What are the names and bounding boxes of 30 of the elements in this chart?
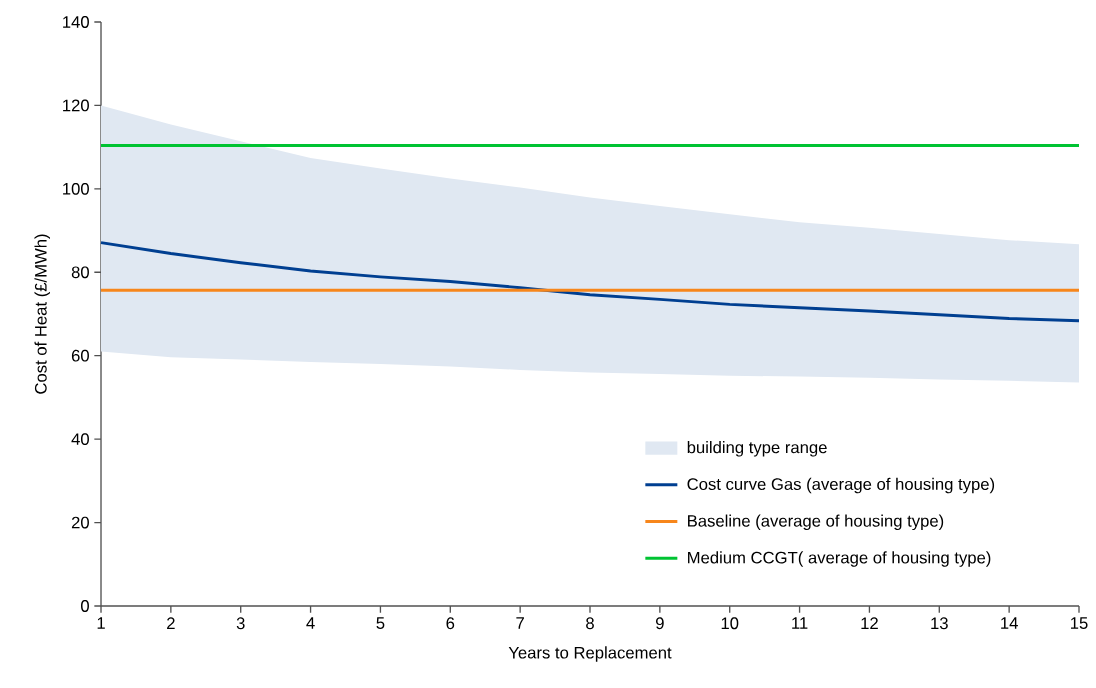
x-tick-label: 10 [721, 617, 739, 630]
x-axis-title: Years to Replacement [508, 646, 672, 662]
line-series [99, 241, 1081, 323]
x-tick-label: 5 [376, 617, 385, 629]
y-tick-label: 40 [71, 433, 89, 446]
x-tick-label: 12 [861, 617, 878, 629]
y-axis-title: Cost of Heat (£/MWh) [34, 234, 50, 394]
y-tick-label: 120 [63, 99, 89, 112]
y-tick-label: 60 [71, 349, 89, 362]
legend-label: Medium CCGT( average of housing type) [688, 551, 991, 567]
legend-label: Cost curve Gas (average of housing type) [687, 477, 995, 494]
x-tick-label: 4 [306, 617, 315, 629]
x-tick-label: 3 [236, 617, 245, 630]
x-tick-label: 8 [586, 617, 594, 630]
y-tick-label: 140 [63, 16, 89, 28]
x-tick-label: 6 [446, 617, 455, 630]
y-tick-label: 100 [63, 182, 89, 195]
x-tick-label: 1 [97, 617, 105, 629]
x-tick-label: 15 [1071, 617, 1088, 629]
y-tick-label: 0 [81, 600, 89, 612]
x-tick-label: 9 [656, 617, 664, 630]
y-tick-label: 80 [71, 266, 89, 279]
y-tick-label: 20 [71, 516, 89, 529]
x-tick-label: 14 [1001, 617, 1018, 629]
annotation: building type range [687, 441, 827, 457]
x-tick-label: 13 [931, 617, 948, 630]
x-tick-label: 2 [167, 617, 175, 629]
x-tick-label: 11 [792, 617, 808, 629]
legend-label: Baseline (average of housing type) [688, 514, 944, 531]
x-tick-label: 7 [516, 617, 524, 629]
